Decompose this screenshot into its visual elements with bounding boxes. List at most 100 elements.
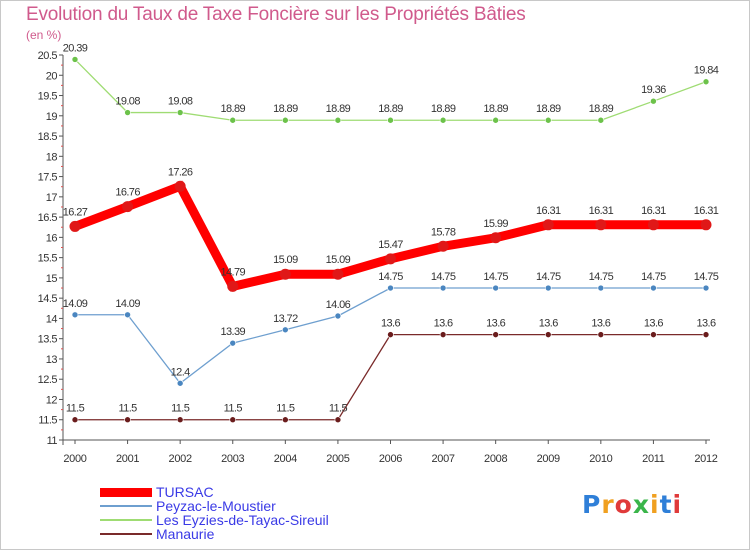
x-tick-label: 2008 (484, 453, 507, 465)
data-label: 14.75 (694, 271, 719, 283)
data-label: 20.39 (63, 42, 88, 54)
y-tick-label: 18.5 (38, 131, 58, 143)
legend-swatch (100, 533, 152, 535)
data-point (437, 240, 449, 252)
data-label: 18.89 (483, 103, 508, 115)
data-point (439, 284, 447, 292)
data-label: 18.89 (273, 103, 298, 115)
data-label: 16.27 (63, 206, 88, 218)
data-point (490, 232, 502, 244)
data-point (544, 284, 552, 292)
data-label: 13.6 (539, 318, 558, 330)
x-tick-label: 2001 (116, 453, 139, 465)
x-tick-label: 2000 (63, 453, 86, 465)
data-point (176, 416, 184, 424)
data-label: 15.09 (326, 254, 351, 266)
data-label: 11.5 (118, 403, 137, 415)
data-label: 13.6 (486, 318, 505, 330)
data-point (122, 201, 134, 213)
proxiti-logo: Proxiti (582, 490, 683, 519)
data-label: 13.72 (273, 313, 298, 325)
y-tick-label: 14.5 (38, 293, 58, 305)
y-tick-label: 18 (46, 151, 58, 163)
legend: TURSAC Peyzac-le-Moustier Les Eyzies-de-Ta… (100, 485, 329, 541)
data-label: 11.5 (276, 403, 295, 415)
data-point (387, 116, 394, 124)
data-label: 17.26 (168, 166, 193, 178)
y-tick-label: 11.5 (38, 415, 57, 427)
data-point (332, 268, 344, 280)
y-tick-label: 12 (46, 394, 58, 406)
data-label: 14.75 (431, 271, 456, 283)
data-label: 13.6 (591, 318, 610, 330)
data-label: 15.47 (378, 239, 403, 251)
data-point (597, 331, 605, 338)
data-point (124, 311, 131, 319)
legend-label: Manaurie (156, 526, 215, 542)
data-label: 18.89 (431, 103, 456, 115)
legend-label: Peyzac-le-Moustier (156, 498, 276, 514)
data-point (282, 416, 289, 424)
y-tick-label: 17 (46, 192, 58, 204)
data-point (229, 116, 237, 124)
data-point (282, 116, 289, 124)
data-label: 13.6 (696, 318, 715, 330)
data-point (229, 416, 237, 424)
data-label: 11.5 (66, 403, 85, 415)
x-tick-label: 2005 (326, 453, 349, 465)
data-point (334, 116, 342, 124)
data-point (492, 284, 499, 292)
data-label: 15.09 (273, 254, 298, 266)
y-tick-label: 13.5 (38, 334, 58, 346)
data-label: 19.84 (694, 65, 719, 77)
y-tick-label: 16 (46, 232, 58, 244)
data-point (279, 268, 291, 280)
data-point (385, 253, 396, 265)
data-point (124, 109, 131, 116)
data-point (124, 416, 131, 424)
data-label: 11.5 (224, 403, 243, 415)
y-tick-label: 15 (46, 273, 58, 285)
x-tick-label: 2004 (274, 453, 297, 465)
x-tick-label: 2003 (221, 453, 244, 465)
legend-item: Peyzac-le-Moustier (100, 499, 329, 513)
legend-item: TURSAC (100, 485, 329, 499)
y-tick-label: 14 (46, 313, 58, 325)
x-tick-label: 2002 (169, 453, 192, 465)
data-point (71, 416, 79, 424)
data-point (650, 284, 657, 292)
data-point (229, 339, 237, 347)
data-point (439, 331, 447, 338)
data-label: 18.89 (220, 103, 245, 115)
data-point (387, 284, 394, 292)
x-tick-label: 2006 (379, 453, 402, 465)
data-label: 18.89 (378, 103, 403, 115)
data-label: 19.36 (641, 84, 666, 96)
data-point (542, 219, 554, 231)
data-point (71, 311, 79, 319)
data-label: 14.75 (589, 271, 614, 283)
data-label: 13.39 (220, 326, 245, 338)
legend-swatch (100, 505, 152, 507)
data-label: 16.31 (641, 205, 666, 217)
data-label: 14.75 (483, 271, 508, 283)
data-label: 14.09 (63, 298, 88, 310)
data-point (387, 331, 394, 338)
data-label: 19.08 (168, 96, 193, 108)
data-point (69, 220, 81, 232)
data-label: 16.31 (536, 205, 561, 217)
data-point (334, 416, 342, 424)
unit-label: (en %) (26, 28, 62, 42)
data-label: 14.75 (536, 271, 561, 283)
legend-label: TURSAC (156, 484, 214, 500)
data-point (71, 56, 79, 63)
data-label: 11.5 (329, 403, 348, 415)
legend-item: Les Eyzies-de-Tayac-Sireuil (100, 513, 329, 527)
data-label: 15.78 (431, 226, 456, 238)
legend-swatch (100, 487, 152, 497)
data-point (492, 116, 499, 124)
y-tick-label: 19 (46, 111, 58, 123)
data-point (700, 219, 712, 231)
data-label: 14.09 (115, 298, 140, 310)
